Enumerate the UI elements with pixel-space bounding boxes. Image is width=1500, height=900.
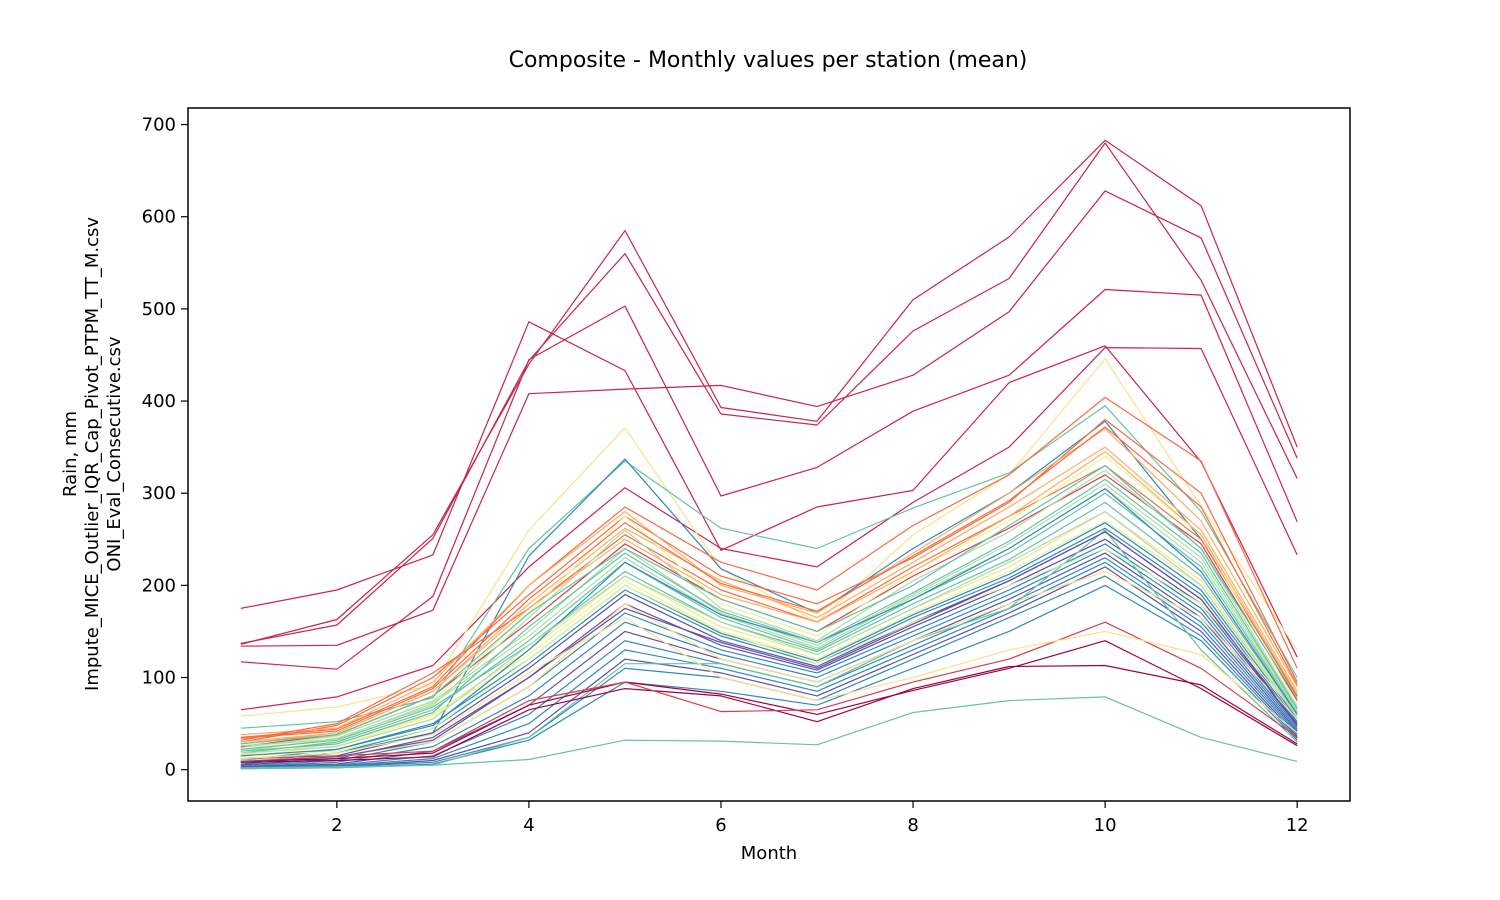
series-line-10 xyxy=(240,396,1298,738)
series-line-32 xyxy=(240,566,1298,769)
y-axis-label-line-2: Impute_MICE_Outlier_IQR_Cap_Pivot_PTPM_T… xyxy=(82,217,103,691)
series-line-49 xyxy=(240,511,1298,754)
series-line-27 xyxy=(240,543,1298,767)
series-line-1 xyxy=(240,139,1298,645)
plot-frame xyxy=(187,107,1351,802)
y-tick-label: 500 xyxy=(142,299,176,320)
y-tick-label: 100 xyxy=(142,668,176,689)
x-tick-label: 10 xyxy=(1094,815,1117,836)
y-axis-ticks: 0 100 200 300 400 500 600 700 xyxy=(142,115,188,781)
y-axis-label: Rain, mm Impute_MICE_Outlier_IQR_Cap_Piv… xyxy=(60,217,125,691)
y-tick-label: 300 xyxy=(142,483,176,504)
series-line-45 xyxy=(240,465,1298,745)
series-line-43 xyxy=(240,426,1298,739)
y-tick-label: 600 xyxy=(142,207,176,228)
series-line-28 xyxy=(240,547,1298,768)
series-line-4 xyxy=(240,190,1298,647)
x-axis-label: Month xyxy=(741,843,797,864)
series-line-21 xyxy=(240,511,1298,756)
series-line-3 xyxy=(240,321,1298,658)
x-tick-label: 12 xyxy=(1286,815,1309,836)
x-tick-label: 4 xyxy=(523,815,534,836)
x-tick-label: 2 xyxy=(331,815,342,836)
series-line-19 xyxy=(240,492,1298,754)
series-line-34 xyxy=(240,584,1298,770)
series-line-47 xyxy=(240,531,1298,762)
x-tick-label: 6 xyxy=(715,815,726,836)
series-line-7 xyxy=(240,358,1298,717)
series-line-2 xyxy=(240,142,1298,644)
x-tick-label: 8 xyxy=(907,815,918,836)
series-line-31 xyxy=(240,561,1298,769)
series-line-17 xyxy=(240,469,1298,752)
series-line-40 xyxy=(240,570,1298,762)
x-axis-ticks: 2 4 6 8 10 12 xyxy=(331,801,1309,836)
series-line-11 xyxy=(240,418,1298,743)
y-tick-label: 400 xyxy=(142,391,176,412)
y-axis-label-line-1: Rain, mm xyxy=(60,411,81,497)
series-layer xyxy=(240,139,1298,770)
series-line-50 xyxy=(240,478,1298,752)
chart-title: Composite - Monthly values per station (… xyxy=(509,48,1028,73)
series-line-38 xyxy=(240,621,1298,760)
series-line-6 xyxy=(240,347,1298,711)
series-line-22 xyxy=(240,520,1298,758)
series-line-41 xyxy=(240,547,1298,757)
y-axis-label-line-3: ONI_Eval_Consecutive.csv xyxy=(104,336,125,572)
series-line-42 xyxy=(240,488,1298,747)
series-line-20 xyxy=(240,501,1298,750)
y-tick-label: 700 xyxy=(142,115,176,136)
y-tick-label: 0 xyxy=(165,760,176,781)
series-line-44 xyxy=(240,451,1298,743)
series-line-48 xyxy=(240,616,1298,760)
series-line-36 xyxy=(240,664,1298,763)
series-line-5 xyxy=(240,288,1298,670)
y-tick-label: 200 xyxy=(142,575,176,596)
series-line-14 xyxy=(240,465,1298,741)
series-line-46 xyxy=(240,488,1298,757)
series-line-39 xyxy=(240,696,1298,769)
series-line-37 xyxy=(240,640,1298,762)
